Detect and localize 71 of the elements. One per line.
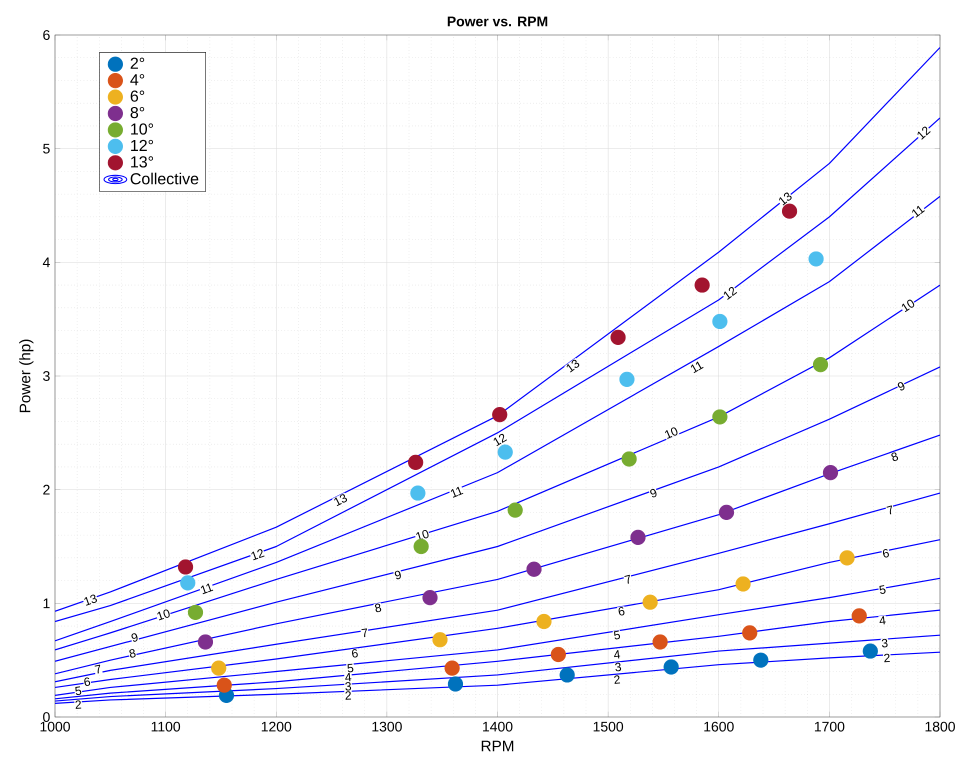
annotation: 9 (131, 633, 138, 642)
legend-label: 12° (131, 140, 154, 151)
annotation: 6 (882, 549, 889, 558)
annotation: 7 (361, 628, 367, 638)
y-axis-title: Power (hp) (19, 340, 34, 412)
x-tick-label: 1700 (814, 722, 844, 732)
legend-label: 4° (130, 74, 144, 86)
annotation: 7 (886, 505, 892, 514)
legend-label: 10° (131, 123, 154, 135)
annotation: 10 (665, 427, 678, 439)
annotation: 10 (157, 609, 170, 620)
x-tick-label: 1200 (262, 722, 292, 732)
annotation: 3 (345, 682, 352, 691)
y-tick-label: 4 (42, 258, 50, 268)
annotation: 5 (879, 585, 886, 594)
annotation: 2 (75, 700, 82, 709)
annotation: 11 (200, 583, 214, 594)
legend-label: 6° (130, 90, 144, 102)
annotation: 11 (690, 362, 704, 374)
annotation: 11 (450, 486, 464, 498)
annotation: 6 (352, 649, 358, 658)
annotation: 5 (348, 664, 354, 672)
annotation: 13 (779, 192, 792, 206)
x-tick-label: 1400 (483, 722, 512, 732)
annotation: 3 (882, 638, 888, 648)
x-tick-label: 1000 (40, 722, 70, 732)
annotation: 12 (251, 549, 265, 560)
annotation: 7 (94, 664, 100, 674)
y-tick-label: 1 (44, 598, 50, 608)
annotation: 8 (129, 649, 136, 658)
annotation: 3 (615, 662, 622, 672)
x-tick-label: 1100 (152, 722, 180, 732)
x-tick-label: 1800 (926, 722, 955, 732)
legend-label: Collective (130, 172, 198, 184)
annotation: 2 (884, 654, 890, 662)
annotation: 8 (374, 604, 382, 612)
annotation: 13 (334, 494, 348, 506)
x-tick-label: 1600 (704, 722, 734, 732)
annotation: 9 (394, 570, 401, 580)
annotation: 13 (84, 594, 97, 606)
annotation: 12 (917, 126, 931, 140)
x-tick-label: 1300 (372, 722, 402, 732)
annotation: 7 (624, 574, 630, 584)
y-tick-label: 2 (43, 484, 50, 495)
annotation: 6 (618, 607, 624, 616)
annotation: 5 (614, 630, 620, 640)
x-axis-title: RPM (482, 740, 514, 752)
annotation: 8 (891, 452, 898, 461)
annotation: 9 (650, 488, 657, 498)
y-tick-label: 0 (43, 712, 50, 722)
annotation: 4 (614, 650, 620, 658)
annotation: 4 (880, 616, 886, 624)
annotation: 13 (566, 360, 580, 372)
annotation: 6 (84, 678, 90, 686)
annotation: 12 (724, 287, 738, 300)
legend-label: 2° (130, 58, 144, 69)
annotation: 2 (345, 691, 352, 700)
annotation: 12 (494, 434, 508, 446)
legend-label: 13° (131, 156, 154, 168)
annotation: 11 (912, 206, 925, 218)
annotation: 10 (902, 300, 914, 312)
x-tick-label: 1500 (594, 722, 624, 732)
annotation: 9 (898, 382, 904, 390)
y-tick-label: 5 (43, 144, 50, 154)
annotation: 2 (614, 675, 620, 684)
annotation: 5 (75, 686, 82, 696)
legend-label: 8° (130, 106, 144, 118)
chart-title: Power vs. RPM (448, 16, 548, 26)
y-tick-label: 3 (43, 371, 50, 381)
y-tick-label: 6 (43, 30, 50, 40)
annotation: 4 (345, 672, 352, 682)
